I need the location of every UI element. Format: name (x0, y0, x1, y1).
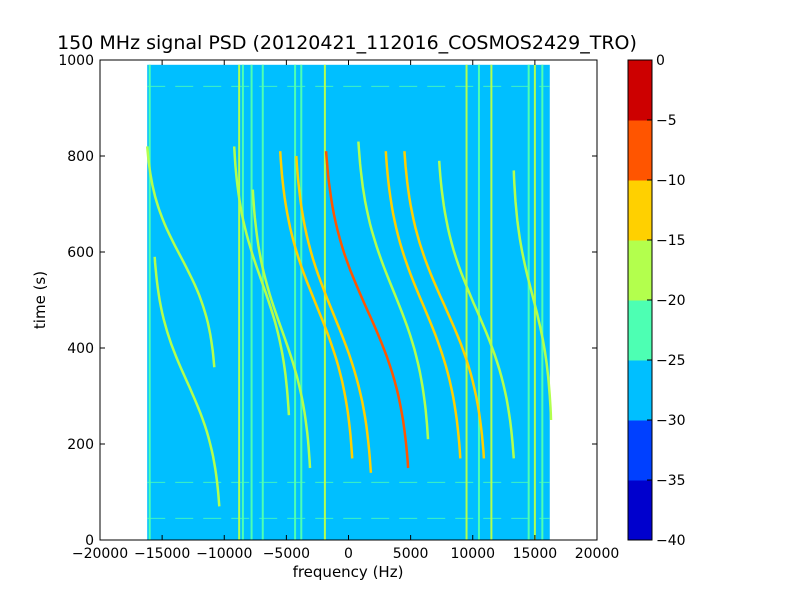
y-tick-label: 600 (67, 245, 94, 261)
colorbar-tick-label: −15 (656, 233, 686, 249)
y-tick-label: 800 (67, 149, 94, 165)
y-axis-label: time (s) (31, 271, 49, 329)
x-tick-label: 5000 (393, 546, 429, 562)
x-axis-label: frequency (Hz) (293, 563, 404, 581)
colorbar-segment (628, 360, 652, 421)
x-axis: −20000 −15000 −10000 −5000 0 5000 10000 15000 20… (72, 60, 619, 562)
heatmap-track (403, 151, 486, 459)
heatmap-track (357, 141, 430, 440)
heatmap-track (512, 170, 553, 421)
x-tick-label: 0 (344, 546, 353, 562)
heatmap-track (324, 151, 410, 469)
colorbar-segment (628, 180, 652, 241)
colorbar-tick-label: −5 (656, 113, 677, 129)
x-tick-label: −5000 (263, 546, 310, 562)
heatmap-track (145, 146, 216, 368)
y-tick-label: 1000 (58, 53, 94, 69)
x-tick-label: 15000 (513, 546, 558, 562)
colorbar-tick-label: −25 (656, 353, 686, 369)
colorbar-tick-label: 0 (656, 53, 665, 69)
x-tick-label: −20000 (72, 546, 128, 562)
heatmap-track (278, 151, 354, 459)
colorbar-segment (628, 240, 652, 301)
heatmap-background (147, 64, 550, 540)
heatmap-track (384, 151, 462, 459)
colorbar-segment (628, 120, 652, 181)
colorbar-tick-label: −40 (656, 533, 686, 549)
colorbar-segment (628, 480, 652, 541)
x-tick-label: −10000 (196, 546, 252, 562)
y-tick-label: 200 (67, 437, 94, 453)
x-tick-label: 10000 (450, 546, 495, 562)
x-tick-label: 20000 (575, 546, 620, 562)
colorbar-tick-label: −20 (656, 293, 686, 309)
y-tick-label: 400 (67, 341, 94, 357)
heatmap-track (437, 160, 516, 459)
colorbar-tick-label: −35 (656, 473, 686, 489)
colorbar-segment (628, 420, 652, 481)
heatmap-track (232, 146, 291, 416)
heatmap-track (153, 256, 221, 507)
colorbar-tick-label: −30 (656, 413, 686, 429)
colorbar-segment (628, 60, 652, 121)
x-tick-label: −15000 (134, 546, 190, 562)
y-axis: 0 200 400 600 800 1000 (58, 53, 597, 549)
heatmap (145, 64, 553, 540)
colorbar-tick-label: −10 (656, 173, 686, 189)
heatmap-track (251, 189, 312, 469)
colorbar-segment (628, 300, 652, 361)
chart-title: 150 MHz signal PSD (20120421_112016_COSM… (57, 32, 637, 54)
colorbar-axis: −40 −35 −30 −25 −20 −15 −10 −5 0 (647, 53, 686, 549)
colorbar (628, 60, 652, 541)
y-tick-label: 0 (85, 533, 94, 549)
heatmap-track (295, 155, 373, 473)
